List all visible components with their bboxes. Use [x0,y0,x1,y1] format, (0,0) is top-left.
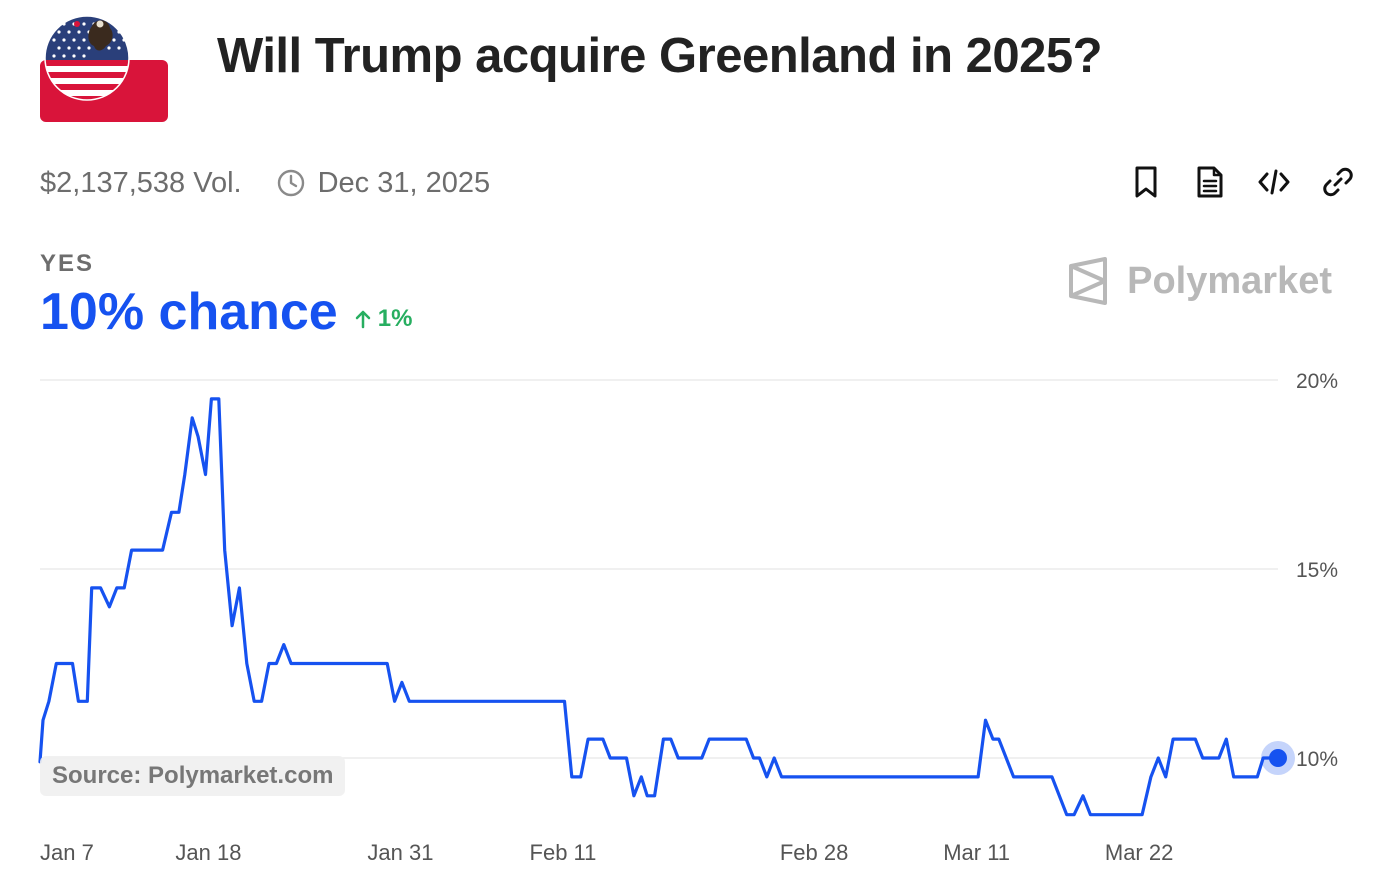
clock-icon [277,169,304,197]
x-tick-label: Mar 11 [943,840,1010,865]
y-axis-ticks: 20% 15% 10% [1296,370,1338,771]
volume-text: $2,137,538 Vol. [40,166,242,199]
action-toolbar [1128,164,1356,200]
chance-change-value: 1% [377,305,413,332]
chance-change: 1% [354,305,413,333]
current-point-marker[interactable] [1269,749,1287,767]
watermark-text: Polymarket [1127,259,1332,302]
end-date-text: Dec 31, 2025 [317,166,491,199]
outcome-chance: 10% chance 1% [40,282,412,342]
y-tick-label: 20% [1296,370,1338,393]
x-tick-label: Feb 28 [780,840,849,865]
x-tick-label: Jan 18 [175,840,241,865]
link-icon [1323,167,1353,197]
document-icon [1197,166,1223,198]
x-tick-label: Jan 7 [40,840,94,865]
x-axis-ticks: Jan 7 Jan 18 Jan 31 Feb 11 Feb 28 Mar 11 Mar 2… [40,840,1173,865]
source-label: Source: Polymarket.com [40,756,346,796]
x-tick-label: Jan 31 [367,840,433,865]
end-date: Dec 31, 2025 [276,166,491,200]
us-flag-eagle-logo [40,16,168,122]
market-logo [40,16,168,122]
arrow-up-icon [355,310,370,329]
y-tick-label: 15% [1296,559,1338,582]
embed-button[interactable] [1256,164,1292,200]
document-button[interactable] [1192,164,1228,200]
market-meta: $2,137,538 Vol. Dec 31, 2025 [40,165,490,201]
x-tick-label: Feb 11 [530,840,597,865]
market-title: Will Trump acquire Greenland in 2025? [217,29,1103,83]
x-tick-label: Mar 22 [1105,840,1173,865]
embed-code-icon [1258,169,1290,195]
outcome-label: YES [40,250,95,277]
copy-link-button[interactable] [1320,164,1356,200]
bookmark-icon [1135,166,1157,198]
chance-value: 10% chance [40,283,338,341]
y-tick-label: 10% [1296,748,1338,771]
yes-price-line [38,397,1280,817]
polymarket-watermark: Polymarket [1067,256,1332,306]
bookmark-button[interactable] [1128,164,1164,200]
polymarket-logo-icon [1069,257,1108,305]
